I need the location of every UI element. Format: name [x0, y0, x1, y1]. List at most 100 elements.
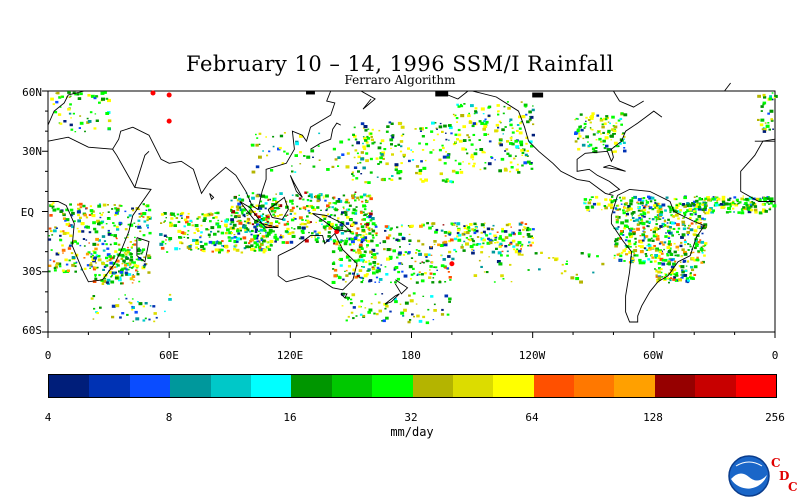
rain-pixel [180, 231, 185, 234]
rain-pixel [508, 154, 512, 158]
rain-pixel [102, 279, 107, 283]
rain-pixel [697, 207, 702, 211]
rain-pixel [672, 262, 676, 266]
rain-pixel [331, 197, 334, 199]
rain-pixel [447, 271, 450, 273]
rain-pixel [634, 237, 637, 240]
rain-pixel [279, 192, 283, 195]
rain-pixel [600, 140, 603, 143]
rain-pixel [686, 281, 689, 284]
rain-pixel [379, 142, 382, 145]
rain-pixel [74, 270, 77, 273]
rain-pixel [248, 210, 251, 213]
rain-pixel [343, 242, 348, 246]
rain-pixel [168, 240, 171, 242]
rain-pixel [348, 272, 352, 275]
rain-pixel [269, 198, 271, 201]
rain-pixel [701, 204, 704, 206]
rain-pixel [238, 194, 240, 196]
rain-pixel [71, 263, 75, 267]
rain-pixel [50, 230, 53, 233]
rain-pixel [515, 243, 520, 247]
rain-pixel [98, 203, 101, 206]
rain-pixel [144, 205, 147, 207]
rain-pixel [699, 247, 703, 250]
colorbar-cell [412, 375, 453, 397]
rain-pixel [235, 211, 238, 214]
rain-pixel [647, 205, 650, 208]
rain-pixel [308, 231, 310, 234]
rain-pixel [101, 242, 105, 246]
rain-pixel [465, 242, 469, 246]
rain-pixel [584, 126, 587, 128]
rain-pixel [96, 266, 99, 269]
rain-pixel [622, 141, 626, 144]
rain-pixel [515, 145, 519, 149]
coastline [112, 90, 336, 211]
rain-pixel [693, 229, 698, 233]
rain-pixel [456, 225, 458, 228]
rain-pixel [51, 207, 54, 209]
rain-pixel [132, 261, 136, 264]
rain-pixel [301, 219, 304, 221]
rain-pixel [662, 217, 665, 219]
rain-pixel [682, 223, 685, 226]
rain-pixel [146, 224, 149, 227]
rain-pixel [62, 252, 64, 254]
rain-pixel [334, 207, 337, 209]
rain-pixel [374, 225, 378, 228]
rain-pixel [672, 278, 676, 281]
rain-pixel [202, 219, 206, 222]
rain-pixel [456, 232, 460, 235]
rain-pixel [632, 230, 636, 234]
rain-pixel [93, 96, 97, 100]
rain-pixel [113, 271, 117, 275]
rain-pixel [131, 261, 134, 264]
rain-pixel [130, 246, 133, 249]
rain-pixel [451, 257, 455, 261]
rain-pixel [699, 221, 702, 224]
rain-pixel [407, 251, 411, 254]
rain-pixel [360, 253, 364, 257]
rain-pixel [448, 297, 452, 301]
colorbar-units: mm/day [390, 425, 434, 439]
rain-pixel [657, 254, 661, 258]
rain-pixel [306, 199, 309, 201]
rain-pixel [690, 265, 694, 269]
rain-pixel [475, 229, 479, 233]
rain-pixel [93, 307, 96, 310]
rain-pixel [525, 142, 528, 145]
rain-pixel [59, 234, 62, 237]
rain-pixel [70, 117, 72, 119]
rain-pixel [472, 243, 475, 246]
rain-pixel [369, 195, 372, 197]
rain-pixel [503, 238, 506, 240]
rain-pixel [267, 214, 270, 217]
rain-pixel [92, 221, 96, 225]
rain-pixel [353, 221, 356, 224]
rain-pixel [318, 132, 321, 135]
rain-pixel [258, 248, 263, 252]
rain-pixel [676, 223, 680, 227]
rain-pixel [375, 232, 378, 235]
rain-pixel [246, 219, 248, 222]
rain-pixel [367, 268, 371, 271]
rain-pixel [295, 140, 299, 144]
rain-pixel [667, 231, 671, 234]
rain-pixel [436, 269, 438, 271]
rain-pixel [266, 154, 269, 157]
rain-pixel [721, 195, 726, 199]
rain-pixel [130, 266, 134, 269]
rain-pixel [233, 240, 238, 244]
rain-pixel [248, 212, 252, 215]
rain-pixel [433, 243, 436, 246]
rain-pixel [260, 237, 263, 239]
coastline-layer [47, 82, 776, 323]
rain-pixel [105, 112, 110, 115]
rain-pixel [528, 140, 533, 144]
rain-pixel [521, 253, 524, 256]
lon-label-180: 180 [401, 349, 421, 362]
rain-pixel [94, 277, 98, 281]
rain-pixel [620, 112, 624, 115]
ice-patch [532, 92, 544, 98]
